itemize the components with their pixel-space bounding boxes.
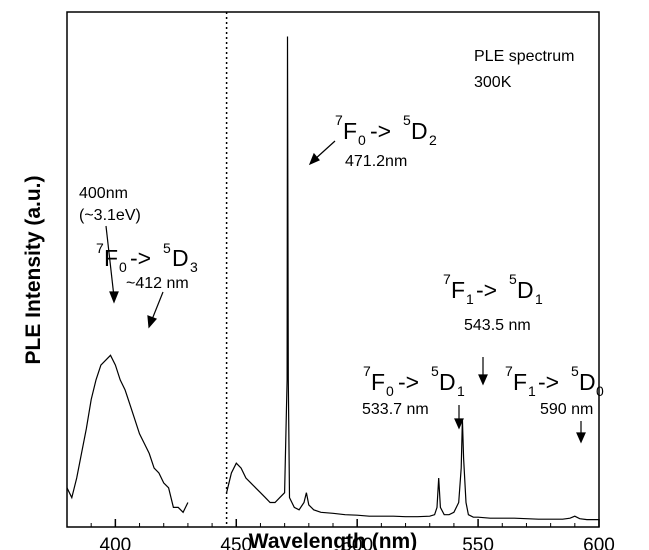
svg-text:F: F bbox=[451, 277, 465, 303]
svg-text:0: 0 bbox=[358, 132, 366, 148]
svg-text:5: 5 bbox=[403, 112, 411, 128]
arrow-412nm bbox=[150, 291, 164, 323]
x-tick-label-450: 450 bbox=[220, 535, 252, 550]
svg-text:->: -> bbox=[398, 369, 419, 395]
svg-text:2: 2 bbox=[429, 132, 437, 148]
arrowhead-400nm bbox=[109, 291, 119, 304]
label-400nm: 400nm bbox=[79, 185, 128, 202]
label-471nm: 471.2nm bbox=[345, 153, 407, 170]
arrow-471nm bbox=[313, 140, 336, 161]
x-tick-label-400: 400 bbox=[100, 535, 132, 550]
svg-text:->: -> bbox=[370, 118, 391, 144]
svg-text:7: 7 bbox=[505, 363, 513, 379]
transition-label-d0: 7 F 1 -> 5 D 0 bbox=[505, 363, 604, 399]
x-tick-label-600: 600 bbox=[583, 535, 615, 550]
x-axis-title: Wavelength (nm) bbox=[249, 530, 417, 550]
svg-text:F: F bbox=[513, 369, 527, 395]
svg-text:1: 1 bbox=[535, 291, 543, 307]
x-tick-label-550: 550 bbox=[462, 535, 494, 550]
arrow-400nm bbox=[105, 225, 115, 298]
svg-text:D: D bbox=[411, 118, 428, 144]
svg-text:5: 5 bbox=[509, 271, 517, 287]
svg-text:5: 5 bbox=[431, 363, 439, 379]
svg-text:1: 1 bbox=[457, 383, 465, 399]
arrowhead-412nm bbox=[147, 315, 158, 329]
x-axis-ticks: 400 450 500 550 600 bbox=[66, 519, 615, 550]
transition-label-d1a: 7 F 1 -> 5 D 1 bbox=[443, 271, 543, 307]
x-tick-label-500: 500 bbox=[341, 535, 373, 550]
transition-label-d1b: 7 F 0 -> 5 D 1 bbox=[363, 363, 465, 399]
svg-text:7: 7 bbox=[363, 363, 371, 379]
svg-text:0: 0 bbox=[119, 259, 127, 275]
svg-text:7: 7 bbox=[96, 240, 104, 256]
svg-text:->: -> bbox=[476, 277, 497, 303]
svg-text:->: -> bbox=[538, 369, 559, 395]
svg-text:7: 7 bbox=[335, 112, 343, 128]
svg-text:F: F bbox=[104, 245, 118, 271]
svg-text:1: 1 bbox=[466, 291, 474, 307]
inset-temperature: 300K bbox=[474, 74, 512, 91]
svg-text:D: D bbox=[439, 369, 456, 395]
svg-text:D: D bbox=[579, 369, 596, 395]
transition-label-d2: 7 F 0 -> 5 D 2 bbox=[335, 112, 437, 148]
arrowhead-543nm bbox=[478, 374, 488, 386]
label-3-1eV: (~3.1eV) bbox=[79, 207, 141, 224]
svg-text:->: -> bbox=[130, 245, 151, 271]
transition-label-d3: 7 F 0 -> 5 D 3 bbox=[96, 240, 198, 275]
arrowhead-533nm bbox=[454, 418, 464, 430]
svg-text:7: 7 bbox=[443, 271, 451, 287]
annotation-arrows bbox=[105, 140, 586, 444]
y-axis-title: PLE Intensity (a.u.) bbox=[22, 175, 45, 364]
svg-text:1: 1 bbox=[528, 383, 536, 399]
svg-text:0: 0 bbox=[596, 383, 604, 399]
label-412nm: ~412 nm bbox=[126, 275, 189, 292]
svg-text:D: D bbox=[172, 245, 189, 271]
svg-text:0: 0 bbox=[386, 383, 394, 399]
series-line-right bbox=[226, 36, 599, 521]
label-590nm: 590 nm bbox=[540, 401, 593, 418]
svg-text:F: F bbox=[343, 118, 357, 144]
svg-text:5: 5 bbox=[571, 363, 579, 379]
arrowhead-590nm bbox=[576, 432, 586, 444]
series-line-left bbox=[66, 354, 189, 514]
label-543nm: 543.5 nm bbox=[464, 317, 531, 334]
arrowhead-471nm bbox=[308, 152, 320, 166]
svg-text:5: 5 bbox=[163, 240, 171, 256]
svg-text:D: D bbox=[517, 277, 534, 303]
label-533nm: 533.7 nm bbox=[362, 401, 429, 418]
svg-text:F: F bbox=[371, 369, 385, 395]
inset-title: PLE spectrum bbox=[474, 48, 574, 65]
svg-text:3: 3 bbox=[190, 259, 198, 275]
